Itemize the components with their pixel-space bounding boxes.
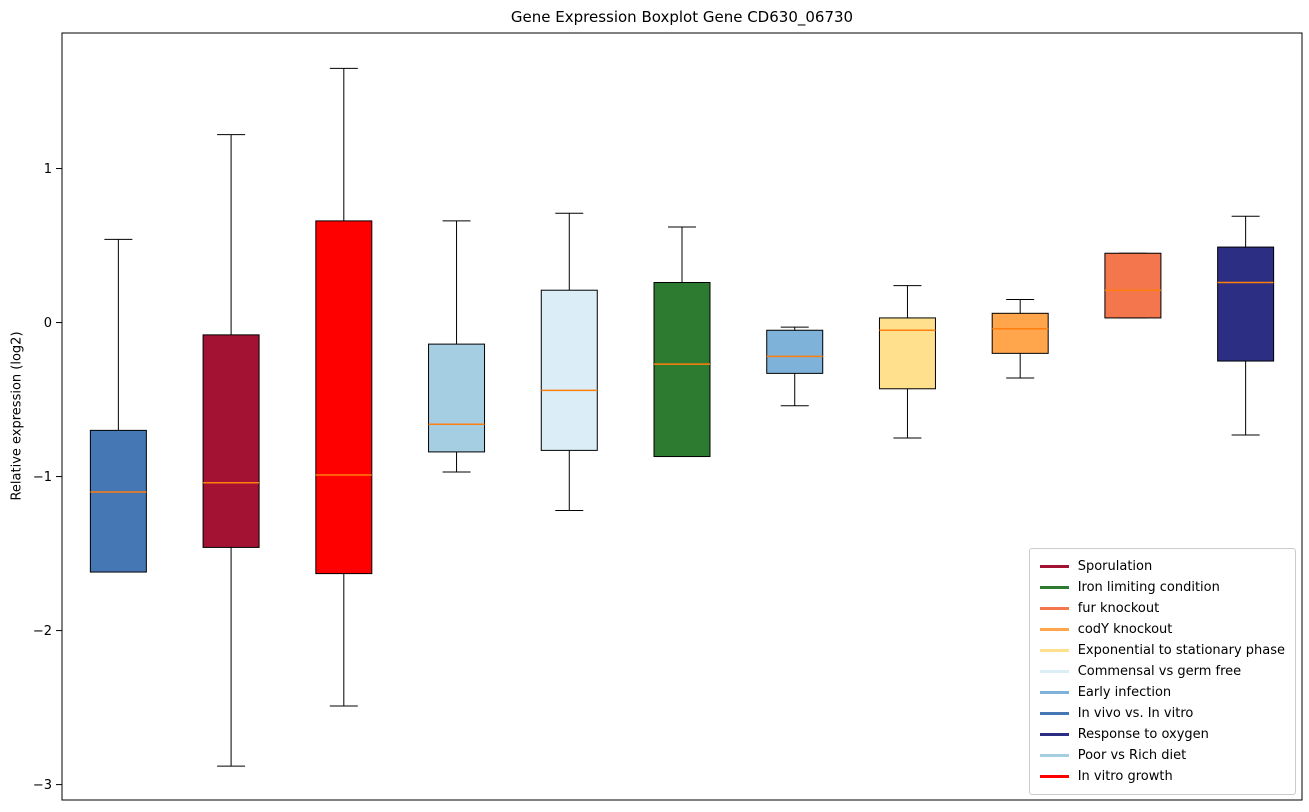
y-tick-label: −3 [33,778,52,793]
boxplot-box [428,343,486,453]
legend-item: Response to oxygen [1039,724,1285,745]
legend-label: fur knockout [1077,601,1160,616]
legend-item: In vivo vs. In vitro [1039,703,1285,724]
y-tick-label: −2 [33,624,52,639]
y-tick-label: −1 [33,470,52,485]
boxplot-box [991,312,1049,354]
legend-swatch [1039,649,1069,652]
axes-frame [61,32,1303,801]
legend-swatch [1039,565,1069,568]
legend-label: Sporulation [1077,559,1153,574]
legend-label: Iron limiting condition [1077,580,1220,595]
legend-item: In vitro growth [1039,766,1285,787]
legend-item: Iron limiting condition [1039,577,1285,598]
boxplot-box [653,282,711,458]
legend-swatch [1039,607,1069,610]
legend-label: In vitro growth [1077,769,1173,784]
legend-label: Poor vs Rich diet [1077,748,1187,763]
legend-swatch [1039,733,1069,736]
y-tick-label: 1 [44,162,52,177]
legend-label: Exponential to stationary phase [1077,643,1285,658]
boxplot-box [878,317,936,390]
legend-label: Early infection [1077,685,1172,700]
legend-item: fur knockout [1039,598,1285,619]
legend-item: Commensal vs germ free [1039,661,1285,682]
legend-item: Poor vs Rich diet [1039,745,1285,766]
legend-item: codY knockout [1039,619,1285,640]
boxplot-box [202,334,260,548]
boxplot-box [1104,252,1162,319]
legend-label: codY knockout [1077,622,1173,637]
legend-swatch [1039,754,1069,757]
legend-swatch [1039,712,1069,715]
legend-item: Exponential to stationary phase [1039,640,1285,661]
legend: Sporulation Iron limiting condition fur kn… [1028,548,1296,795]
legend-swatch [1039,691,1069,694]
chart-title: Gene Expression Boxplot Gene CD630_06730 [510,8,854,26]
boxplot-box [540,289,598,451]
legend-label: Response to oxygen [1077,727,1209,742]
boxplot-box [89,429,147,573]
legend-label: Commensal vs germ free [1077,664,1242,679]
legend-item: Early infection [1039,682,1285,703]
legend-swatch [1039,586,1069,589]
boxplot-box [1217,246,1275,362]
boxplot-box [315,220,373,575]
legend-swatch [1039,628,1069,631]
boxplot-box [766,329,824,374]
legend-item: Sporulation [1039,556,1285,577]
legend-swatch [1039,670,1069,673]
legend-swatch [1039,775,1069,778]
y-tick-label: 0 [44,316,52,331]
legend-label: In vivo vs. In vitro [1077,706,1194,721]
